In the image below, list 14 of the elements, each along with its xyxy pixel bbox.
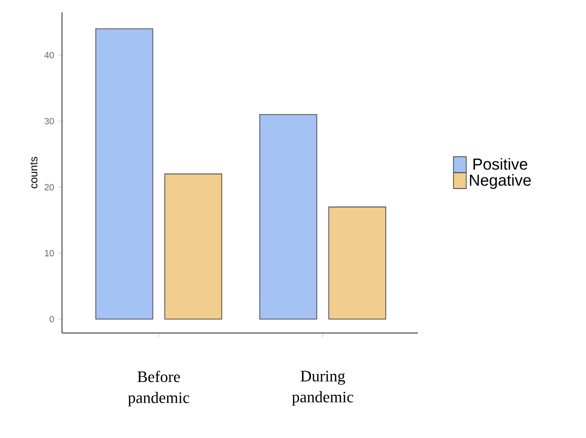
legend-label: Positive	[474, 158, 528, 170]
bar	[259, 114, 318, 320]
x-tick-label: Before pandemic	[128, 370, 190, 406]
y-tick-label: 0	[50, 316, 54, 322]
x-tick-label: During pandemic	[292, 370, 354, 406]
y-tick-label: 10	[44, 250, 54, 256]
y-tick-label: 20	[44, 184, 54, 190]
bar	[95, 28, 154, 320]
y-tick-label: 30	[44, 118, 54, 124]
legend-label: Negative	[470, 174, 531, 189]
bar	[164, 174, 222, 320]
y-tick-label: 40	[44, 52, 54, 58]
bar	[328, 206, 386, 320]
y-axis-title: counts	[30, 156, 38, 188]
